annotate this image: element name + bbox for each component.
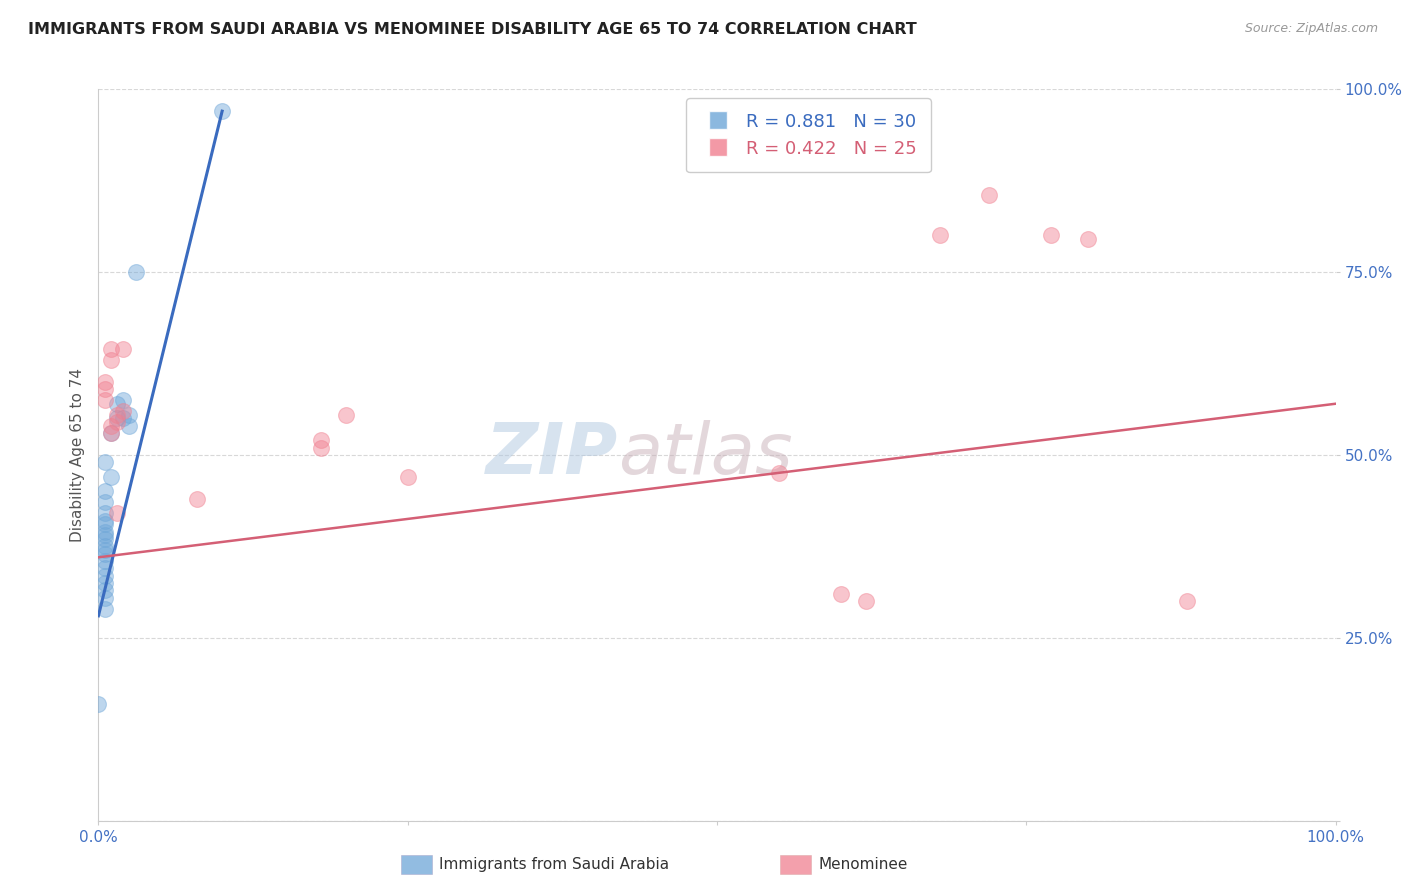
Point: [93, 532, 115, 546]
Point: [124, 265, 146, 279]
Point: [93, 561, 115, 575]
Point: [93, 601, 115, 615]
Point: [186, 491, 208, 506]
Legend: R = 0.881   N = 30, R = 0.422   N = 25: R = 0.881 N = 30, R = 0.422 N = 25: [686, 98, 931, 172]
Point: [105, 415, 128, 429]
Point: [93, 507, 115, 521]
Point: [93, 495, 115, 509]
Point: [93, 517, 115, 532]
Point: [768, 466, 790, 480]
Point: [93, 543, 115, 558]
Point: [93, 591, 115, 605]
Text: Immigrants from Saudi Arabia: Immigrants from Saudi Arabia: [439, 857, 669, 871]
Point: [93, 382, 115, 396]
Point: [105, 397, 128, 411]
Point: [93, 547, 115, 561]
Point: [100, 418, 122, 433]
Point: [118, 418, 141, 433]
Point: [93, 375, 115, 389]
Point: [928, 228, 950, 243]
Point: [100, 470, 122, 484]
Point: [211, 104, 233, 119]
Point: [93, 554, 115, 568]
Point: [855, 594, 877, 608]
Point: [100, 425, 122, 440]
Point: [93, 583, 115, 598]
Text: atlas: atlas: [619, 420, 793, 490]
Point: [93, 455, 115, 469]
Text: ZIP: ZIP: [486, 420, 619, 490]
Point: [112, 392, 135, 407]
Point: [830, 587, 852, 601]
Point: [112, 404, 135, 418]
Point: [118, 408, 141, 422]
Point: [105, 411, 128, 425]
Point: [309, 441, 332, 455]
Point: [100, 352, 122, 367]
Point: [1040, 228, 1063, 243]
Y-axis label: Disability Age 65 to 74: Disability Age 65 to 74: [69, 368, 84, 542]
Point: [93, 514, 115, 528]
Point: [112, 411, 135, 425]
Text: Source: ZipAtlas.com: Source: ZipAtlas.com: [1244, 22, 1378, 36]
Point: [979, 188, 1001, 202]
Point: [1175, 594, 1198, 608]
Point: [93, 568, 115, 582]
Point: [93, 524, 115, 539]
Point: [112, 342, 135, 356]
Point: [93, 392, 115, 407]
Text: Menominee: Menominee: [818, 857, 908, 871]
Point: [105, 507, 128, 521]
Point: [396, 470, 419, 484]
Point: [1077, 232, 1099, 246]
Point: [105, 408, 128, 422]
Point: [100, 425, 122, 440]
Point: [93, 484, 115, 499]
Point: [93, 528, 115, 542]
Point: [309, 434, 332, 448]
Point: [335, 408, 357, 422]
Point: [93, 576, 115, 591]
Point: [87, 697, 110, 711]
Text: IMMIGRANTS FROM SAUDI ARABIA VS MENOMINEE DISABILITY AGE 65 TO 74 CORRELATION CH: IMMIGRANTS FROM SAUDI ARABIA VS MENOMINE…: [28, 22, 917, 37]
Point: [100, 342, 122, 356]
Point: [93, 539, 115, 553]
